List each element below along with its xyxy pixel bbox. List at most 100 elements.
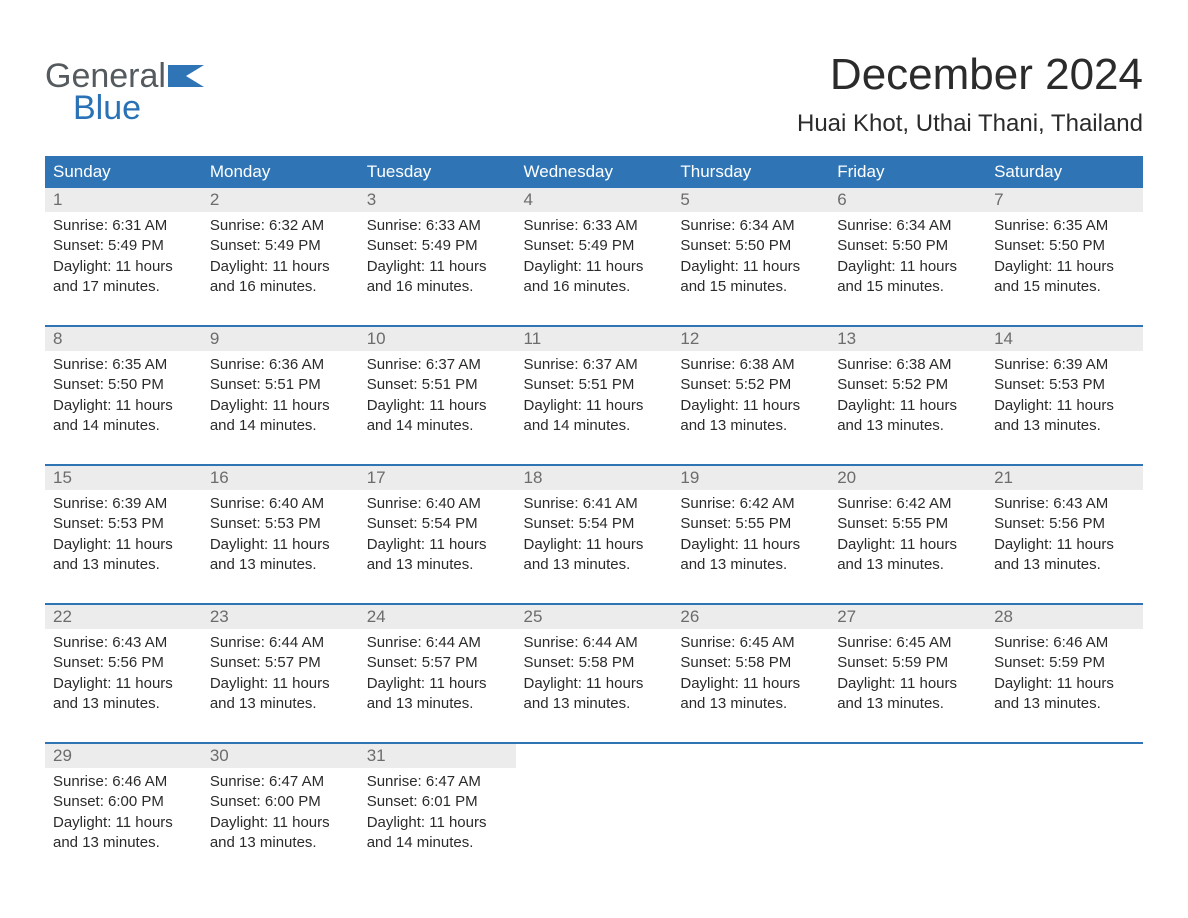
daylight-text: Daylight: 11 hours [837,396,978,416]
day-number: 6 [829,188,986,212]
day-cell: Sunrise: 6:44 AMSunset: 5:57 PMDaylight:… [359,629,516,743]
title-location: Huai Khot, Uthai Thani, Thailand [797,110,1143,138]
weekday-header: Sunday [45,156,202,188]
daylight-text: Daylight: 11 hours [994,535,1135,555]
day-cell [986,768,1143,881]
sunrise-text: Sunrise: 6:46 AM [994,633,1135,653]
day-number: 11 [516,326,673,351]
daylight-text: Daylight: 11 hours [367,535,508,555]
day-cell: Sunrise: 6:33 AMSunset: 5:49 PMDaylight:… [516,212,673,326]
day-content-row: Sunrise: 6:31 AMSunset: 5:49 PMDaylight:… [45,212,1143,326]
daylight-text: Daylight: 11 hours [680,674,821,694]
day-cell: Sunrise: 6:31 AMSunset: 5:49 PMDaylight:… [45,212,202,326]
daylight-text: and 17 minutes. [53,277,194,297]
daylight-text: and 13 minutes. [680,555,821,575]
day-cell: Sunrise: 6:42 AMSunset: 5:55 PMDaylight:… [829,490,986,604]
sunrise-text: Sunrise: 6:43 AM [53,633,194,653]
daylight-text: Daylight: 11 hours [367,257,508,277]
day-cell: Sunrise: 6:39 AMSunset: 5:53 PMDaylight:… [986,351,1143,465]
daylight-text: Daylight: 11 hours [837,535,978,555]
daylight-text: Daylight: 11 hours [680,257,821,277]
daylight-text: and 13 minutes. [210,833,351,853]
weekday-header: Wednesday [516,156,673,188]
calendar-table: Sunday Monday Tuesday Wednesday Thursday… [45,156,1143,881]
sunset-text: Sunset: 5:54 PM [524,514,665,534]
daylight-text: and 13 minutes. [524,694,665,714]
sunset-text: Sunset: 5:57 PM [367,653,508,673]
daylight-text: and 13 minutes. [53,555,194,575]
day-cell: Sunrise: 6:38 AMSunset: 5:52 PMDaylight:… [672,351,829,465]
daylight-text: Daylight: 11 hours [210,396,351,416]
sunrise-text: Sunrise: 6:39 AM [53,494,194,514]
day-number: 7 [986,188,1143,212]
day-number: 15 [45,465,202,490]
daylight-text: Daylight: 11 hours [53,396,194,416]
sunrise-text: Sunrise: 6:33 AM [524,216,665,236]
daylight-text: Daylight: 11 hours [994,396,1135,416]
day-cell: Sunrise: 6:39 AMSunset: 5:53 PMDaylight:… [45,490,202,604]
day-number: 19 [672,465,829,490]
sunrise-text: Sunrise: 6:45 AM [837,633,978,653]
daylight-text: and 15 minutes. [680,277,821,297]
day-number: 25 [516,604,673,629]
daylight-text: and 13 minutes. [53,694,194,714]
daylight-text: and 15 minutes. [837,277,978,297]
day-number-row: 293031 [45,743,1143,768]
daylight-text: Daylight: 11 hours [53,674,194,694]
sunrise-text: Sunrise: 6:31 AM [53,216,194,236]
day-number: 23 [202,604,359,629]
page-header: General Blue December 2024 Huai Khot, Ut… [45,50,1143,138]
daylight-text: and 14 minutes. [367,833,508,853]
day-cell: Sunrise: 6:37 AMSunset: 5:51 PMDaylight:… [359,351,516,465]
sunset-text: Sunset: 6:01 PM [367,792,508,812]
day-number: 21 [986,465,1143,490]
daylight-text: and 13 minutes. [837,694,978,714]
sunset-text: Sunset: 5:59 PM [994,653,1135,673]
day-number [829,743,986,768]
title-block: December 2024 Huai Khot, Uthai Thani, Th… [797,50,1143,138]
sunrise-text: Sunrise: 6:42 AM [837,494,978,514]
sunrise-text: Sunrise: 6:38 AM [680,355,821,375]
daylight-text: and 13 minutes. [680,416,821,436]
sunset-text: Sunset: 5:55 PM [837,514,978,534]
logo-word-blue: Blue [73,92,204,124]
sunset-text: Sunset: 5:53 PM [210,514,351,534]
flag-icon [168,60,204,92]
day-cell: Sunrise: 6:47 AMSunset: 6:01 PMDaylight:… [359,768,516,881]
day-cell: Sunrise: 6:37 AMSunset: 5:51 PMDaylight:… [516,351,673,465]
sunrise-text: Sunrise: 6:37 AM [367,355,508,375]
logo-text: General Blue [45,60,204,125]
day-cell: Sunrise: 6:41 AMSunset: 5:54 PMDaylight:… [516,490,673,604]
sunrise-text: Sunrise: 6:34 AM [837,216,978,236]
daylight-text: and 13 minutes. [994,416,1135,436]
sunset-text: Sunset: 5:53 PM [994,375,1135,395]
day-number: 30 [202,743,359,768]
daylight-text: and 13 minutes. [680,694,821,714]
day-number: 28 [986,604,1143,629]
day-cell: Sunrise: 6:35 AMSunset: 5:50 PMDaylight:… [986,212,1143,326]
day-cell: Sunrise: 6:38 AMSunset: 5:52 PMDaylight:… [829,351,986,465]
sunrise-text: Sunrise: 6:44 AM [210,633,351,653]
sunrise-text: Sunrise: 6:40 AM [210,494,351,514]
daylight-text: Daylight: 11 hours [837,257,978,277]
day-cell: Sunrise: 6:40 AMSunset: 5:54 PMDaylight:… [359,490,516,604]
day-cell: Sunrise: 6:40 AMSunset: 5:53 PMDaylight:… [202,490,359,604]
daylight-text: and 13 minutes. [210,694,351,714]
day-number: 12 [672,326,829,351]
daylight-text: and 13 minutes. [210,555,351,575]
day-cell: Sunrise: 6:34 AMSunset: 5:50 PMDaylight:… [672,212,829,326]
daylight-text: and 16 minutes. [367,277,508,297]
day-cell: Sunrise: 6:33 AMSunset: 5:49 PMDaylight:… [359,212,516,326]
daylight-text: Daylight: 11 hours [367,813,508,833]
daylight-text: Daylight: 11 hours [524,257,665,277]
day-number: 5 [672,188,829,212]
day-number: 2 [202,188,359,212]
sunset-text: Sunset: 5:59 PM [837,653,978,673]
day-cell: Sunrise: 6:35 AMSunset: 5:50 PMDaylight:… [45,351,202,465]
day-number-row: 22232425262728 [45,604,1143,629]
daylight-text: Daylight: 11 hours [53,813,194,833]
day-cell: Sunrise: 6:36 AMSunset: 5:51 PMDaylight:… [202,351,359,465]
sunset-text: Sunset: 5:49 PM [367,236,508,256]
weekday-header: Saturday [986,156,1143,188]
day-number: 10 [359,326,516,351]
